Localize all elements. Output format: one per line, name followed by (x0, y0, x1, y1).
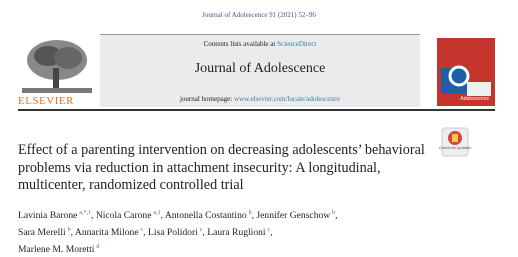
author-list: Lavinia Barone a,*,1, Nicola Carone a,1,… (18, 206, 438, 257)
author-name[interactable]: Nicola Carone (96, 210, 152, 221)
homepage-line: journal homepage: www.elsevier.com/locat… (100, 95, 420, 103)
author-separator: , (270, 227, 272, 238)
author-separator: , (202, 227, 204, 238)
author-name[interactable]: Lavinia Barone (18, 210, 77, 221)
contents-line: Contents lists available at ScienceDirec… (100, 40, 420, 48)
check-updates-text[interactable]: Check for updates (436, 146, 474, 150)
author-line: Lavinia Barone a,*,1, Nicola Carone a,1,… (18, 206, 438, 223)
journal-name: Journal of Adolescence (100, 61, 420, 77)
author-affiliation[interactable]: a,1 (153, 210, 160, 216)
author-separator: , (252, 210, 254, 221)
author-name[interactable]: Annarita Milone (75, 227, 139, 238)
author-separator: , (91, 210, 93, 221)
homepage-prefix: journal homepage: (180, 95, 234, 103)
cover-text: Adolescence (460, 96, 489, 102)
citation: Journal of Adolescence 91 (2021) 52–96 (0, 11, 518, 19)
author-line: Sara Merelli b, Annarita Milone c, Lisa … (18, 223, 438, 240)
page: {"header": {"citation": "Journal of Adol… (0, 0, 518, 249)
author-separator: , (335, 210, 337, 221)
author-separator: , (143, 227, 145, 238)
journal-cover[interactable]: Adolescence (437, 38, 495, 106)
contents-link[interactable]: ScienceDirect (277, 40, 316, 48)
author-name[interactable]: Laura Ruglioni (207, 227, 265, 238)
author-affiliation[interactable]: d (96, 244, 99, 250)
publisher-name: ELSEVIER (18, 95, 96, 107)
author-name[interactable]: Jennifer Genschow (256, 210, 330, 221)
cover-art: Adolescence (437, 38, 495, 106)
author-affiliation[interactable]: a,*,1 (79, 210, 91, 216)
author-separator: , (71, 227, 73, 238)
homepage-link[interactable]: www.elsevier.com/locate/adolescence (234, 95, 340, 103)
article-title: Effect of a parenting intervention on de… (18, 142, 438, 195)
author-name[interactable]: Antonella Costantino (165, 210, 247, 221)
check-updates-icon[interactable] (441, 127, 469, 157)
author-name[interactable]: Lisa Polidori (148, 227, 198, 238)
author-name[interactable]: Sara Merelli (18, 227, 66, 238)
contents-prefix: Contents lists available at (204, 40, 278, 48)
author-name[interactable]: Marlene M. Moretti (18, 244, 94, 255)
author-separator: , (161, 210, 163, 221)
header-rule (18, 109, 495, 111)
